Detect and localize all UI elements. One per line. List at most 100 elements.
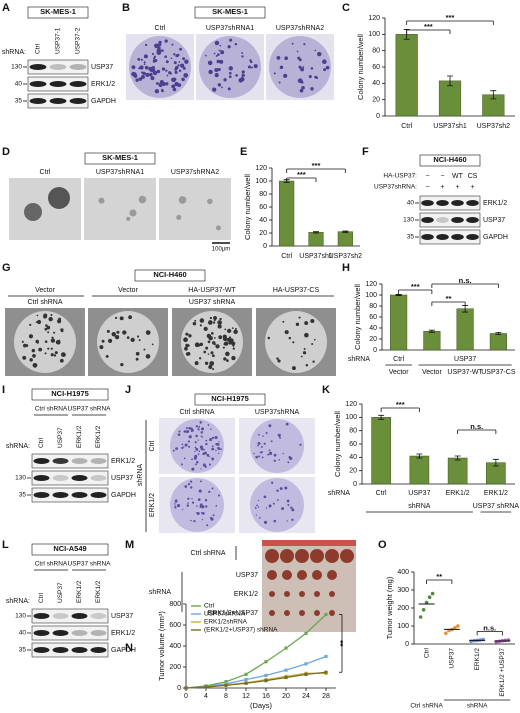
point xyxy=(304,662,308,666)
colony xyxy=(272,502,275,505)
colony xyxy=(283,73,288,78)
colony xyxy=(45,324,48,327)
point xyxy=(304,672,308,676)
band xyxy=(69,98,87,104)
significance: *** xyxy=(297,170,306,179)
row-label: HA-USP37: xyxy=(383,173,417,180)
colony xyxy=(177,433,181,436)
colony xyxy=(215,225,221,231)
colony xyxy=(255,455,258,459)
colony xyxy=(136,335,140,338)
lane-label: USP37 xyxy=(57,427,64,448)
legend-label: (ERK1/2+USP37) shRNA xyxy=(204,627,278,634)
y-tick-label: 100 xyxy=(368,31,380,38)
x-tick-label: Ctrl xyxy=(281,253,292,260)
image xyxy=(84,178,156,240)
colony xyxy=(144,43,148,47)
lane-label: USP37 xyxy=(57,582,64,603)
colony xyxy=(218,49,221,52)
colony xyxy=(173,61,177,65)
colony xyxy=(217,320,222,325)
colony xyxy=(204,499,208,502)
colony xyxy=(177,64,180,67)
colony xyxy=(200,468,202,470)
colony xyxy=(303,43,306,46)
colony xyxy=(273,459,276,462)
colony xyxy=(48,316,53,322)
x-tick-label: 8 xyxy=(224,693,228,700)
colony xyxy=(150,67,156,73)
title-box xyxy=(27,6,89,19)
band xyxy=(90,647,107,653)
colony xyxy=(98,197,105,204)
colony xyxy=(213,52,216,55)
colony xyxy=(223,341,229,346)
colony xyxy=(209,437,213,442)
colony xyxy=(186,504,190,507)
colony xyxy=(313,338,316,341)
colony xyxy=(300,355,303,358)
tumor xyxy=(312,570,322,580)
colony xyxy=(195,425,198,428)
band xyxy=(33,458,50,464)
colony xyxy=(302,66,305,68)
colony xyxy=(55,339,61,345)
colony xyxy=(310,67,314,70)
colony xyxy=(190,486,193,489)
group-label: USP37 shRNA xyxy=(189,299,236,306)
group-label: shRNA xyxy=(467,703,488,710)
point xyxy=(224,680,228,684)
y-tick-label: 80 xyxy=(259,191,267,198)
colony xyxy=(145,354,151,359)
colony xyxy=(161,89,164,93)
colony xyxy=(241,55,244,58)
colony xyxy=(106,329,110,333)
x-tick-label: Vector xyxy=(422,369,443,376)
colony xyxy=(175,447,178,450)
lane-label: WT xyxy=(452,173,464,180)
colony xyxy=(51,336,54,339)
colony xyxy=(133,74,138,78)
colony xyxy=(325,65,330,70)
point xyxy=(430,591,435,596)
significance: n.s. xyxy=(459,276,472,285)
row-label: shRNA xyxy=(328,490,351,497)
point xyxy=(324,654,328,659)
column-label: USP37shRNA xyxy=(255,409,300,416)
y-tick-label: 60 xyxy=(349,441,357,448)
colony xyxy=(323,68,327,72)
well xyxy=(181,311,243,373)
colony xyxy=(143,54,148,59)
colony xyxy=(171,43,174,46)
colony xyxy=(191,458,193,461)
colony xyxy=(208,320,213,325)
significance: *** xyxy=(446,13,455,22)
colony xyxy=(194,361,199,366)
y-tick-label: 400 xyxy=(397,569,409,576)
colony xyxy=(259,451,262,454)
colony xyxy=(291,42,294,45)
colony xyxy=(23,343,27,348)
colony xyxy=(209,361,215,366)
tumor xyxy=(297,570,307,580)
y-tick-label: 200 xyxy=(169,664,181,671)
lane-label: ERK1/2 xyxy=(95,425,102,448)
colony xyxy=(279,436,281,439)
point xyxy=(456,624,460,628)
colony xyxy=(300,67,305,72)
x-tick-label: USP37sh2 xyxy=(477,123,511,130)
y-tick-label: 80 xyxy=(372,48,380,55)
well xyxy=(97,311,159,373)
colony xyxy=(219,317,222,321)
point xyxy=(418,615,423,619)
colony xyxy=(192,321,197,326)
colony xyxy=(314,49,317,52)
point xyxy=(264,679,268,683)
colony xyxy=(223,357,227,361)
colony xyxy=(174,506,177,509)
marker-label: 40 xyxy=(407,200,415,207)
colony xyxy=(220,50,225,55)
point xyxy=(204,685,208,689)
point xyxy=(324,612,328,617)
colony xyxy=(207,60,213,66)
